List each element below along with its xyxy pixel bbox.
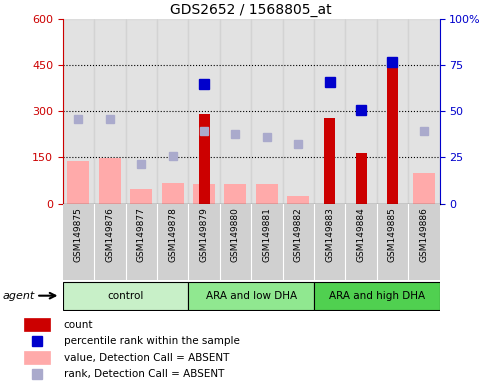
Text: ARA and high DHA: ARA and high DHA xyxy=(328,291,425,301)
Bar xyxy=(188,19,220,204)
Text: GSM149886: GSM149886 xyxy=(419,207,428,262)
Bar xyxy=(355,153,367,204)
Bar xyxy=(256,184,278,204)
Bar xyxy=(324,118,335,204)
Bar xyxy=(199,114,210,204)
Text: GSM149882: GSM149882 xyxy=(294,207,303,262)
Bar xyxy=(225,184,246,204)
Bar xyxy=(314,19,345,204)
Bar xyxy=(287,196,309,204)
Bar xyxy=(130,189,152,204)
Bar xyxy=(188,282,314,310)
Bar xyxy=(413,173,435,204)
Text: count: count xyxy=(64,320,93,330)
Text: value, Detection Call = ABSENT: value, Detection Call = ABSENT xyxy=(64,353,229,362)
Text: GSM149883: GSM149883 xyxy=(325,207,334,262)
Bar xyxy=(63,19,94,204)
Bar xyxy=(126,19,157,204)
Text: percentile rank within the sample: percentile rank within the sample xyxy=(64,336,240,346)
Bar xyxy=(68,161,89,204)
Bar xyxy=(94,19,126,204)
Title: GDS2652 / 1568805_at: GDS2652 / 1568805_at xyxy=(170,3,332,17)
Text: GSM149880: GSM149880 xyxy=(231,207,240,262)
Bar xyxy=(283,19,314,204)
Bar xyxy=(387,65,398,204)
Text: GSM149877: GSM149877 xyxy=(137,207,146,262)
Bar xyxy=(157,19,188,204)
Bar xyxy=(251,19,283,204)
Bar xyxy=(24,318,50,331)
Text: GSM149875: GSM149875 xyxy=(74,207,83,262)
Bar xyxy=(377,19,408,204)
Bar xyxy=(193,184,215,204)
Text: GSM149885: GSM149885 xyxy=(388,207,397,262)
Bar xyxy=(24,351,50,364)
Bar xyxy=(408,19,440,204)
Text: ARA and low DHA: ARA and low DHA xyxy=(206,291,297,301)
Text: agent: agent xyxy=(2,291,35,301)
Bar xyxy=(314,282,440,310)
Text: GSM149884: GSM149884 xyxy=(356,207,366,262)
Text: GSM149881: GSM149881 xyxy=(262,207,271,262)
Text: GSM149879: GSM149879 xyxy=(199,207,209,262)
Text: control: control xyxy=(107,291,144,301)
Bar xyxy=(162,183,184,204)
Bar xyxy=(99,158,121,204)
Bar xyxy=(220,19,251,204)
Text: rank, Detection Call = ABSENT: rank, Detection Call = ABSENT xyxy=(64,369,224,379)
Text: GSM149876: GSM149876 xyxy=(105,207,114,262)
Text: GSM149878: GSM149878 xyxy=(168,207,177,262)
Bar xyxy=(63,282,188,310)
Bar xyxy=(345,19,377,204)
